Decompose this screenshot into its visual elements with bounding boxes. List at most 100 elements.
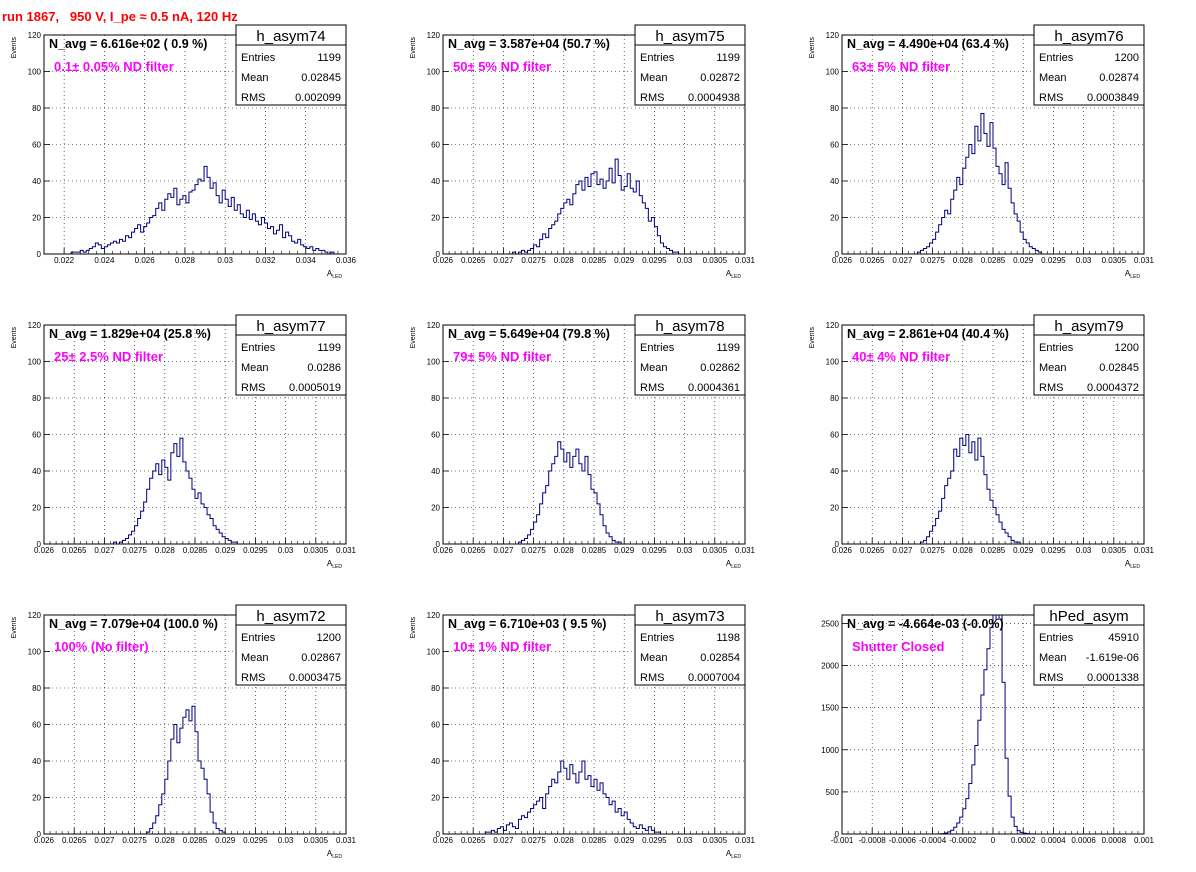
histogram-bin — [537, 801, 540, 834]
histogram-bin — [597, 185, 600, 254]
x-tick-label: 0.0002 — [1011, 836, 1036, 845]
x-tick-label: 0.03 — [1076, 546, 1092, 555]
histogram-name: h_asym78 — [655, 318, 724, 335]
histogram-bin — [948, 214, 951, 254]
filter-annotation: 63± 5% ND filter — [852, 59, 950, 74]
histogram-panel-h_asym79: 0.026 0.0265 0.027 0.0275 0.028 0.0285 0.029 0.… — [809, 314, 1155, 570]
x-tick-label: 0.0285 — [183, 836, 208, 845]
stat-value: 1199 — [716, 52, 740, 64]
x-tick-label: 0.027 — [94, 836, 115, 845]
x-tick-label: 0.027 — [94, 546, 115, 555]
x-tick-label: 0.0305 — [703, 256, 728, 265]
y-tick-label: 1000 — [821, 746, 839, 755]
y-tick-label: 60 — [830, 431, 839, 440]
filter-annotation: Shutter Closed — [852, 639, 945, 654]
y-axis-title: Events — [809, 327, 816, 349]
x-tick-label: 0.0285 — [981, 546, 1006, 555]
histogram-bin — [153, 216, 156, 254]
stat-value: 0.0003475 — [289, 672, 341, 684]
y-tick-label: 0 — [37, 830, 42, 839]
y-tick-label: 0 — [37, 250, 42, 259]
x-tick-label: 0.036 — [336, 256, 357, 265]
x-tick-label: 0.028 — [953, 546, 974, 555]
x-tick-label: 0.031 — [735, 546, 756, 555]
y-tick-label: 20 — [431, 504, 440, 513]
y-tick-label: 100 — [427, 68, 441, 77]
stat-key: Mean — [640, 72, 668, 84]
x-tick-label: 0.031 — [1134, 546, 1155, 555]
x-tick-label: 0.0305 — [703, 836, 728, 845]
histogram-name: h_asym77 — [256, 318, 325, 335]
y-axis-title: Events — [11, 37, 18, 59]
histogram-bin — [153, 471, 156, 544]
x-tick-label: 0.0006 — [1071, 836, 1096, 845]
histogram-panel-h_asym75: 0.026 0.0265 0.027 0.0275 0.028 0.0285 0.029 0.… — [410, 24, 756, 280]
histogram-bin — [615, 812, 618, 834]
stat-value: 0.002099 — [295, 92, 341, 104]
histogram-bin — [978, 141, 981, 254]
x-axis-title: ALED — [327, 559, 342, 570]
histogram-bin — [957, 456, 960, 544]
x-tick-label: 0.0295 — [1041, 546, 1066, 555]
x-tick-label: 0.03 — [677, 546, 693, 555]
x-tick-label: 0.026 — [34, 836, 55, 845]
histogram-bin — [183, 462, 186, 544]
x-tick-label: 0.03 — [278, 836, 294, 845]
histogram-bin — [123, 241, 126, 254]
histogram-bin — [999, 174, 1002, 254]
x-tick-label: 0.031 — [1134, 256, 1155, 265]
y-tick-label: 2500 — [821, 619, 839, 628]
stat-value: 0.02854 — [700, 652, 740, 664]
x-tick-label: 0.028 — [554, 836, 575, 845]
histogram-bin — [177, 743, 180, 834]
histogram-panel-h_asym78: 0.026 0.0265 0.027 0.0275 0.028 0.0285 0.029 0.… — [410, 314, 756, 570]
histogram-bin — [609, 805, 612, 834]
y-tick-label: 20 — [431, 214, 440, 223]
histogram-name: h_asym72 — [256, 608, 325, 625]
stat-key: RMS — [241, 672, 265, 684]
stat-key: Entries — [640, 52, 675, 64]
y-tick-label: 120 — [427, 611, 441, 620]
x-tick-label: 0.0275 — [122, 546, 147, 555]
navg-label: N_avg = 6.710e+03 ( 9.5 %) — [448, 617, 606, 631]
stat-value: 0.0003849 — [1087, 92, 1139, 104]
filter-annotation: 40± 4% ND filter — [852, 349, 950, 364]
y-tick-label: 100 — [826, 68, 840, 77]
y-tick-label: 20 — [32, 794, 41, 803]
x-tick-label: 0.0285 — [582, 546, 607, 555]
y-tick-label: 40 — [431, 757, 440, 766]
x-tick-label: 0.029 — [215, 546, 236, 555]
stat-key: Mean — [241, 72, 269, 84]
x-tick-label: 0.031 — [336, 546, 357, 555]
y-tick-label: 80 — [830, 104, 839, 113]
x-tick-label: 0.032 — [255, 256, 276, 265]
y-tick-label: 120 — [427, 321, 441, 330]
y-tick-label: 120 — [427, 31, 441, 40]
stat-value: 0.02867 — [301, 652, 341, 664]
x-tick-label: 0.029 — [215, 836, 236, 845]
histogram-bin — [177, 456, 180, 544]
y-tick-label: 80 — [431, 394, 440, 403]
histogram-bin — [621, 816, 624, 834]
y-tick-label: 20 — [830, 504, 839, 513]
histogram-bin — [963, 445, 966, 544]
navg-label: N_avg = 6.616e+02 ( 0.9 %) — [49, 37, 207, 51]
histogram-name: h_asym76 — [1054, 28, 1123, 45]
x-tick-label: 0.024 — [94, 256, 115, 265]
stats-box — [634, 604, 746, 686]
stat-value: 1200 — [1115, 52, 1139, 64]
x-tick-label: 0.03 — [217, 256, 233, 265]
stat-value: 1198 — [716, 632, 740, 644]
histogram-name: h_asym74 — [256, 28, 325, 45]
y-tick-label: 60 — [431, 431, 440, 440]
x-tick-label: 0.0295 — [243, 836, 268, 845]
histogram-bin — [648, 221, 651, 254]
x-axis-title: ALED — [726, 559, 741, 570]
histogram-bin — [258, 225, 261, 254]
x-tick-label: 0.0008 — [1102, 836, 1127, 845]
y-tick-label: 80 — [32, 104, 41, 113]
histogram-outline — [44, 165, 346, 255]
y-tick-label: 120 — [826, 31, 840, 40]
histogram-bin — [591, 489, 594, 544]
histogram-bin — [558, 442, 561, 544]
